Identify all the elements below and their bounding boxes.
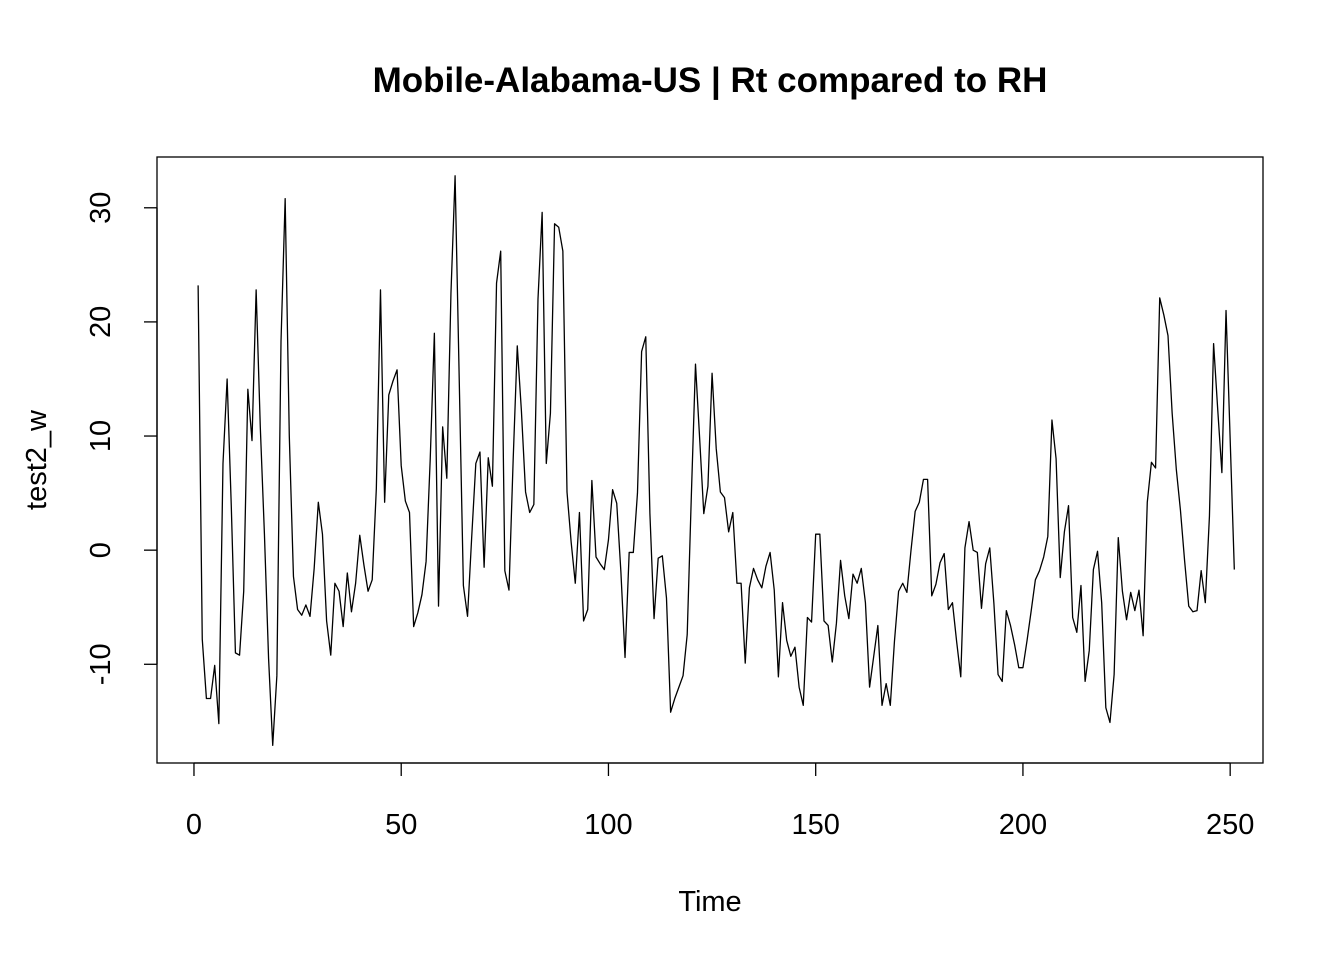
x-tick-label: 50 — [385, 809, 417, 841]
x-tick-label: 0 — [186, 809, 202, 841]
y-tick-label: 20 — [85, 306, 117, 338]
series-line — [197, 175, 1235, 746]
y-tick-label: 30 — [85, 192, 117, 224]
x-axis: 0 50 100 150 200 250 — [186, 762, 1254, 841]
y-tick-label: -10 — [85, 643, 117, 685]
y-axis-label: test2_w — [21, 409, 53, 510]
chart-title: Mobile-Alabama-US | Rt compared to RH — [373, 61, 1048, 100]
y-tick-label: 0 — [85, 542, 117, 558]
x-tick-label: 100 — [584, 809, 632, 841]
plot-frame — [156, 156, 1264, 764]
x-tick-label: 200 — [999, 809, 1047, 841]
x-axis-label: Time — [678, 886, 741, 918]
x-tick-label: 250 — [1206, 809, 1254, 841]
y-tick-label: 10 — [85, 420, 117, 452]
y-axis: -10 0 10 20 30 — [85, 192, 158, 685]
x-tick-label: 150 — [791, 809, 839, 841]
